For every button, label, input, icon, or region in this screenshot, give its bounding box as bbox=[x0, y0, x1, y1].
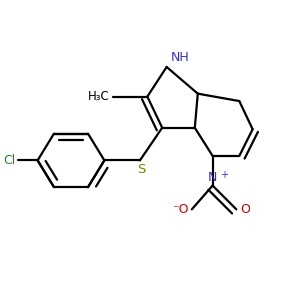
Text: O: O bbox=[240, 203, 250, 216]
Text: N: N bbox=[208, 171, 217, 184]
Text: +: + bbox=[220, 170, 228, 180]
Text: S: S bbox=[137, 163, 146, 176]
Text: H₃C: H₃C bbox=[88, 90, 110, 103]
Text: NH: NH bbox=[171, 51, 190, 64]
Text: Cl: Cl bbox=[4, 154, 16, 167]
Text: ⁻O: ⁻O bbox=[172, 203, 188, 216]
